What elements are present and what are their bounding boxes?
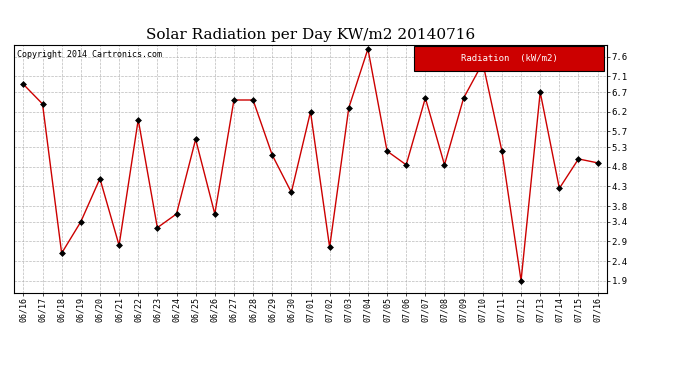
Title: Solar Radiation per Day KW/m2 20140716: Solar Radiation per Day KW/m2 20140716 [146,28,475,42]
FancyBboxPatch shape [415,46,604,71]
Text: Radiation  (kW/m2): Radiation (kW/m2) [461,54,558,63]
Text: Copyright 2014 Cartronics.com: Copyright 2014 Cartronics.com [17,50,161,59]
